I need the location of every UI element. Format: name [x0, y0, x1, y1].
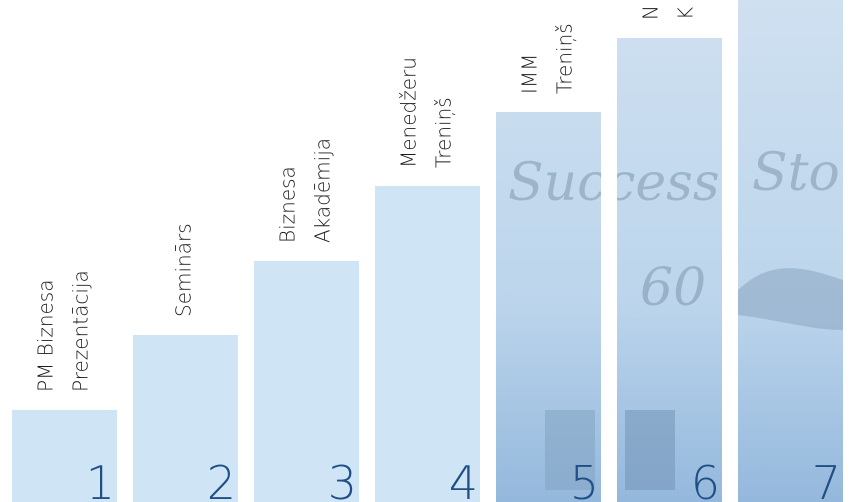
step-number: 2: [207, 456, 236, 502]
handwriting: Success: [508, 153, 720, 213]
step-number: 3: [328, 456, 357, 502]
step-label: K: [674, 7, 698, 20]
photo: Success Sto 60: [490, 0, 852, 502]
step-label: Treniņš: [553, 23, 577, 94]
step-label: Prezentācija: [69, 270, 93, 392]
step-label: IMM: [518, 54, 542, 94]
glass: [625, 410, 675, 490]
staircase: Success Sto 60 1 PM Biznesa Prezentācija 2 S…: [0, 0, 852, 502]
step-number: 5: [570, 456, 599, 502]
step-label: Treniņš: [432, 97, 456, 168]
step-label: Akadēmija: [311, 138, 335, 243]
step-number: 4: [449, 456, 478, 502]
step-label: Menedžeru: [397, 57, 421, 168]
step-label: N: [639, 5, 663, 20]
step-number: 7: [812, 456, 841, 502]
handwriting: 60: [640, 258, 706, 318]
step-bar: [375, 186, 480, 502]
step-number: 1: [86, 456, 115, 502]
step-label: Seminārs: [172, 223, 196, 317]
step-number: 6: [691, 456, 720, 502]
step-label: PM Biznesa: [34, 280, 58, 392]
step-label: Biznesa: [276, 166, 300, 243]
handwriting: Sto: [752, 143, 840, 203]
